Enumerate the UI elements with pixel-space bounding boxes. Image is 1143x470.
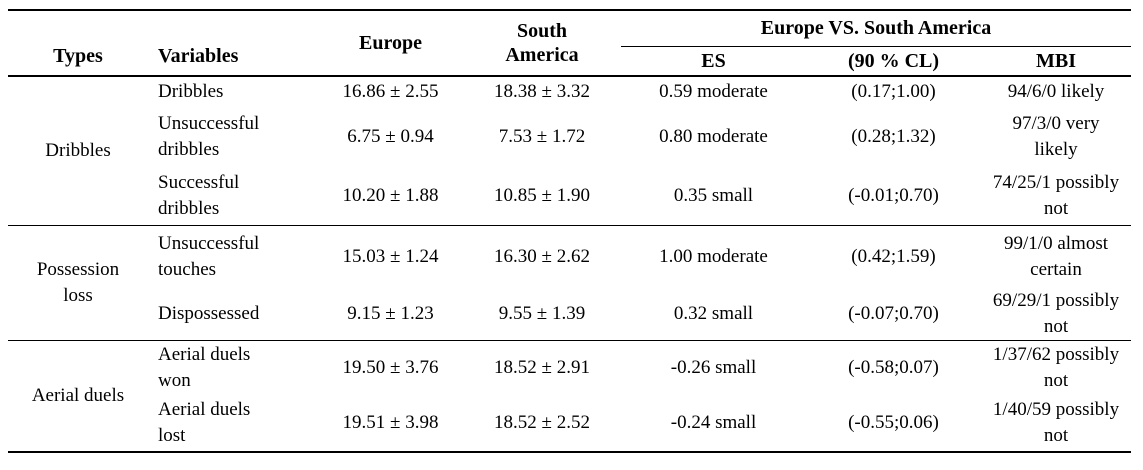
table-row: Unsuccessful dribbles 6.75 ± 0.94 7.53 ±…: [8, 106, 1131, 168]
mbi-cell: 97/3/0 very likely: [1012, 113, 1100, 160]
header-south-america: South America: [463, 10, 621, 76]
europe-value-cell: 6.75 ± 0.94: [347, 126, 434, 147]
variable-cell: Dribbles: [158, 80, 224, 102]
es-cell: -0.24 small: [670, 412, 757, 433]
south-america-value-cell: 7.53 ± 1.72: [498, 126, 586, 147]
cl-cell: (-0.55;0.06): [848, 412, 939, 433]
mbi-cell: 1/40/59 possibly not: [992, 399, 1120, 446]
header-spanner-europe-vs-south-america: Europe VS. South America: [621, 10, 1132, 47]
cl-cell: (0.42;1.59): [851, 245, 936, 267]
europe-value-cell: 16.86 ± 2.55: [342, 80, 439, 102]
type-cell: Dribbles: [45, 139, 111, 161]
table-row: Dribbles Dribbles 16.86 ± 2.55 18.38 ± 3…: [8, 76, 1131, 161]
south-america-value-cell: 18.52 ± 2.91: [494, 357, 590, 379]
cl-cell: (-0.58;0.07): [848, 357, 939, 379]
header-variables: Variables: [158, 45, 239, 67]
group-possession-loss: Possession loss Unsuccessful touches 15.…: [8, 225, 1132, 341]
header-south-america-label: South America: [505, 20, 579, 66]
variable-cell: Unsuccessful dribbles: [158, 113, 260, 160]
table-header: Types Variables Europe South America Eur…: [8, 10, 1132, 76]
es-cell: 0.59 moderate: [659, 80, 768, 102]
europe-value-cell: 9.15 ± 1.23: [347, 303, 434, 324]
table-row: Aerial duels Aerial duels won 19.50 ± 3.…: [8, 341, 1131, 406]
table-row: Possession loss Unsuccessful touches 15.…: [8, 225, 1131, 306]
header-cl: (90 % CL): [847, 49, 940, 72]
table-row: Dispossessed 9.15 ± 1.23 9.55 ± 1.39 0.3…: [8, 288, 1131, 341]
mbi-cell: 94/6/0 likely: [1007, 80, 1105, 102]
es-cell: -0.26 small: [670, 357, 757, 379]
type-cell: Aerial duels: [31, 384, 125, 406]
south-america-value-cell: 10.85 ± 1.90: [494, 185, 590, 207]
south-america-value-cell: 9.55 ± 1.39: [498, 303, 586, 324]
cl-cell: (0.17;1.00): [851, 80, 936, 102]
header-europe: Europe: [359, 32, 422, 54]
table-row: Aerial duels lost 19.51 ± 3.98 18.52 ± 2…: [8, 396, 1131, 452]
variable-cell: Dispossessed: [158, 303, 260, 324]
es-cell: 0.80 moderate: [659, 126, 768, 147]
europe-value-cell: 15.03 ± 1.24: [342, 245, 439, 267]
variable-cell: Unsuccessful touches: [158, 232, 260, 280]
header-row-sub: ES (90 % CL) MBI: [8, 46, 1131, 76]
type-cell: Possession loss: [36, 258, 120, 306]
cl-cell: (-0.07;0.70): [848, 303, 939, 324]
table-row: Successful dribbles 10.20 ± 1.88 10.85 ±…: [8, 168, 1131, 225]
europe-value-cell: 19.50 ± 3.76: [342, 357, 439, 379]
variable-cell: Aerial duels won: [158, 344, 251, 392]
europe-value-cell: 10.20 ± 1.88: [342, 185, 439, 207]
variable-cell: Aerial duels lost: [158, 399, 251, 446]
mbi-cell: 99/1/0 almost certain: [1004, 232, 1108, 280]
header-es: ES: [701, 49, 726, 72]
south-america-value-cell: 16.30 ± 2.62: [494, 245, 590, 267]
mbi-cell: 69/29/1 possibly not: [992, 290, 1120, 337]
group-aerial-duels: Aerial duels Aerial duels won 19.50 ± 3.…: [8, 340, 1132, 452]
south-america-value-cell: 18.38 ± 3.32: [494, 80, 590, 102]
south-america-value-cell: 18.52 ± 2.52: [494, 412, 590, 433]
mbi-cell: 74/25/1 possibly not: [992, 172, 1120, 220]
es-cell: 0.35 small: [673, 185, 754, 207]
variable-cell: Successful dribbles: [158, 172, 240, 220]
header-row-top: Types Variables Europe South America Eur…: [8, 10, 1132, 67]
group-dribbles: Dribbles Dribbles 16.86 ± 2.55 18.38 ± 3…: [8, 76, 1132, 225]
es-cell: 0.32 small: [673, 303, 754, 324]
mbi-cell: 1/37/62 possibly not: [992, 344, 1120, 392]
header-mbi: MBI: [1036, 49, 1076, 72]
es-cell: 1.00 moderate: [659, 245, 768, 267]
europe-value-cell: 19.51 ± 3.98: [342, 412, 439, 433]
cl-cell: (-0.01;0.70): [848, 185, 939, 207]
header-types: Types: [53, 45, 103, 67]
results-table: Types Variables Europe South America Eur…: [8, 9, 1132, 453]
cl-cell: (0.28;1.32): [851, 126, 936, 147]
